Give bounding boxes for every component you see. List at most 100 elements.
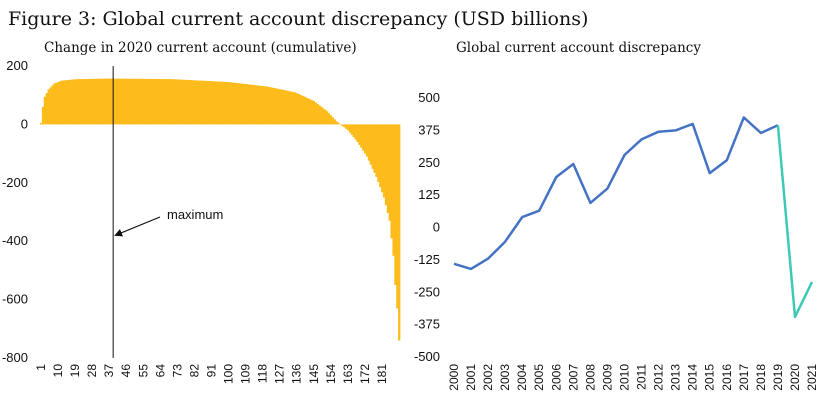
bar (269, 87, 272, 125)
bar (328, 113, 331, 125)
bar (301, 95, 304, 125)
x-tick-label: 37 (102, 364, 116, 378)
bar (299, 94, 302, 125)
bar (233, 82, 236, 125)
bar (273, 88, 276, 125)
bar (76, 79, 79, 125)
annotation-arrow (114, 216, 161, 237)
x-tick-label: 2019 (771, 364, 785, 391)
bar (305, 97, 308, 125)
bar (51, 85, 54, 125)
bar (70, 79, 73, 125)
bar (282, 89, 285, 125)
bar (96, 78, 100, 125)
y-tick-label: 200 (6, 58, 28, 73)
y-tick-label: 500 (418, 90, 440, 105)
bar (227, 82, 230, 125)
y-tick-label: -500 (414, 349, 440, 364)
bar (259, 85, 263, 125)
x-tick-label: 82 (187, 364, 201, 378)
x-tick-label: 73 (170, 364, 184, 378)
x-tick-label: 2012 (652, 364, 666, 391)
bar (98, 78, 101, 125)
bar (284, 90, 287, 125)
x-tick-label: 2001 (464, 364, 478, 391)
bar (129, 78, 132, 125)
bar (195, 80, 198, 125)
x-tick-label: 10 (51, 364, 65, 378)
bar (220, 81, 223, 125)
x-tick-label: 64 (153, 364, 167, 378)
x-tick-label: 2020 (788, 364, 802, 391)
x-tick-label: 19 (68, 364, 82, 378)
x-tick-label: 2021 (805, 364, 819, 391)
x-tick-label: 2014 (686, 364, 700, 391)
bar (151, 78, 155, 125)
bar (240, 83, 244, 125)
bar (43, 96, 47, 125)
series-line-1 (453, 116, 779, 271)
bar (62, 80, 65, 125)
bar (318, 105, 321, 125)
x-tick-label: 2009 (600, 364, 614, 391)
bar (102, 78, 105, 125)
bar (184, 79, 187, 125)
bar (87, 78, 90, 125)
x-tick-label: 118 (256, 364, 270, 383)
bar (214, 81, 217, 125)
bar (362, 124, 365, 151)
bar (189, 80, 192, 125)
bar (140, 78, 143, 125)
x-tick-label: 2015 (703, 364, 717, 391)
bar (386, 124, 389, 213)
bar (210, 81, 213, 125)
bar (176, 79, 179, 125)
x-tick-label: 91 (205, 364, 219, 378)
bar (216, 81, 219, 125)
bar (316, 103, 319, 125)
bar (58, 81, 62, 125)
bar (326, 111, 329, 125)
bar (223, 81, 227, 125)
x-tick-label: 2007 (566, 364, 580, 391)
bar (248, 84, 251, 125)
x-tick-label: 181 (375, 364, 389, 384)
bar (352, 124, 355, 138)
bar (166, 79, 170, 125)
bar (193, 80, 196, 125)
bar (373, 124, 376, 173)
series-line-2 (776, 125, 814, 319)
bar (263, 86, 266, 125)
bar (322, 108, 325, 125)
bar (83, 79, 86, 125)
bar (191, 80, 194, 125)
bar (199, 80, 202, 125)
bar (350, 124, 353, 135)
x-tick-label: 2002 (481, 364, 495, 391)
bar (49, 87, 52, 125)
bar (271, 87, 274, 125)
bar (390, 124, 393, 239)
bar (292, 91, 295, 125)
x-tick-label: 163 (341, 364, 355, 384)
bar (331, 117, 335, 125)
bar (142, 78, 145, 125)
x-tick-label: 2016 (720, 364, 734, 391)
bar (202, 80, 206, 125)
x-tick-label: 172 (358, 364, 372, 384)
bar (379, 124, 382, 188)
bar (115, 78, 119, 125)
x-tick-label: 154 (324, 364, 338, 384)
x-tick-label: 109 (239, 364, 253, 384)
bar (276, 88, 280, 125)
bar (113, 78, 117, 125)
bar (72, 79, 75, 125)
bar (144, 78, 147, 125)
bar (337, 122, 340, 125)
bar (265, 86, 268, 125)
bar (346, 124, 350, 131)
y-tick-label: 125 (418, 187, 440, 202)
bar (244, 84, 247, 125)
